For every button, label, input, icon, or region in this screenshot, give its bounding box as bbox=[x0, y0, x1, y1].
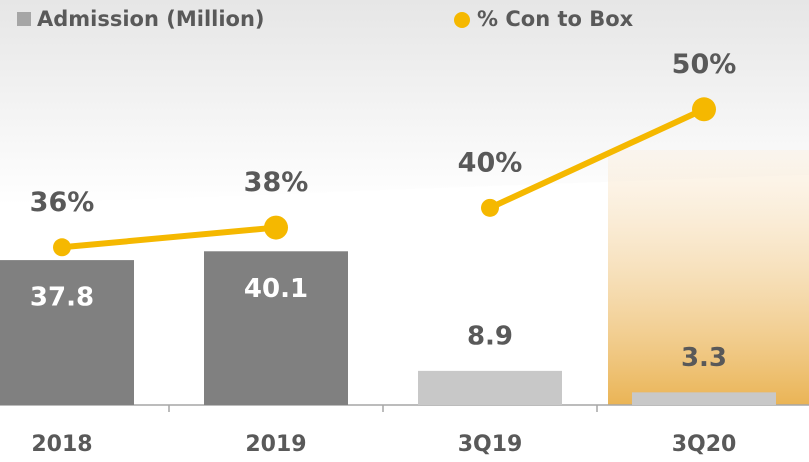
data-label: 38% bbox=[244, 167, 309, 198]
bar bbox=[418, 370, 562, 405]
legend-swatch bbox=[454, 12, 470, 28]
data-label: 3.3 bbox=[681, 343, 727, 373]
x-tick-label: 2019 bbox=[245, 432, 306, 457]
point bbox=[481, 198, 499, 217]
data-label: 37.8 bbox=[30, 283, 94, 313]
x-tick-label: 3Q20 bbox=[672, 432, 737, 457]
x-tick-label: 3Q19 bbox=[458, 432, 523, 457]
line bbox=[488, 106, 706, 211]
data-label: 36% bbox=[30, 187, 95, 218]
legend-swatch bbox=[17, 12, 31, 26]
legend-label: % Con to Box bbox=[477, 7, 634, 31]
bar bbox=[632, 392, 776, 405]
data-label: 40.1 bbox=[244, 274, 308, 304]
point bbox=[53, 238, 71, 257]
highlight-column bbox=[608, 150, 809, 405]
data-label: 8.9 bbox=[467, 321, 513, 351]
point bbox=[692, 97, 716, 122]
point bbox=[264, 215, 288, 240]
legend: Admission (Million) % Con to Box bbox=[17, 7, 634, 31]
data-label: 40% bbox=[458, 147, 523, 178]
bar bbox=[204, 251, 348, 405]
x-tick-label: 2018 bbox=[31, 432, 92, 457]
line bbox=[61, 224, 277, 251]
legend-label: Admission (Million) bbox=[37, 7, 265, 31]
data-label: 50% bbox=[672, 49, 737, 80]
bar bbox=[0, 260, 134, 405]
